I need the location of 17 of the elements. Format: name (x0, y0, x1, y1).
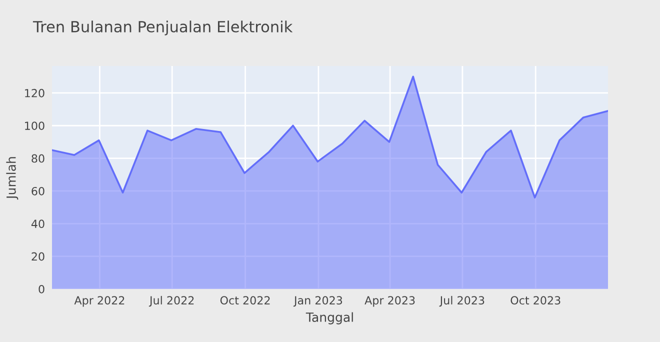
x-tick-label: Jan 2023 (293, 296, 342, 307)
x-tick-label: Jul 2023 (439, 296, 484, 307)
x-tick-label: Apr 2023 (364, 296, 415, 307)
x-tick-label: Jul 2022 (148, 296, 194, 307)
y-tick-label: 100 (25, 122, 44, 130)
y-tick-label: 60 (32, 186, 44, 196)
x-tick-label: Oct 2022 (220, 296, 270, 305)
y-tick-label: 40 (31, 220, 44, 228)
chart-title: Tren Bulanan Penjualan Elektronik (32, 20, 293, 36)
x-axis-title: Tanggal (306, 312, 353, 324)
y-tick-label: 80 (32, 154, 44, 163)
y-tick-label: 20 (32, 252, 44, 261)
x-tick-label: Oct 2023 (510, 296, 560, 305)
y-tick-label: 0 (38, 284, 44, 294)
x-tick-label: Apr 2022 (74, 296, 124, 307)
y-axis-title: Jumlah (6, 157, 18, 200)
y-tick-label: 120 (25, 88, 44, 98)
